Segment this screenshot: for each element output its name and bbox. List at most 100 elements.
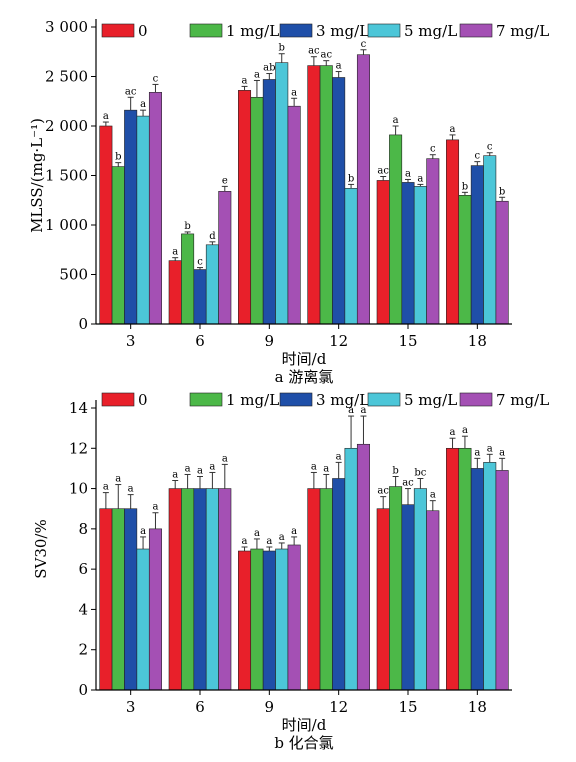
y-axis-label: MLSS/(mg·L⁻¹) bbox=[28, 118, 46, 233]
bar-6-1 bbox=[181, 233, 195, 325]
significance-letter: a bbox=[279, 532, 285, 543]
y-tick-label: 0 bbox=[78, 315, 88, 333]
legend-swatch-0 bbox=[101, 23, 135, 38]
significance-letter: a bbox=[197, 465, 203, 476]
significance-letter: c bbox=[361, 39, 367, 50]
legend-label-4: 7 mg/L bbox=[496, 391, 549, 409]
bar-9-2 bbox=[262, 79, 276, 325]
significance-letter: a bbox=[103, 111, 109, 122]
y-tick-label: 4 bbox=[78, 600, 88, 618]
legend-swatch-4 bbox=[459, 392, 493, 407]
x-tick-label: 15 bbox=[398, 332, 417, 350]
y-tick-label: 1 000 bbox=[45, 216, 88, 234]
bar-6-2 bbox=[193, 269, 207, 325]
significance-letter: b bbox=[115, 152, 121, 163]
legend-label-3: 5 mg/L bbox=[404, 22, 457, 40]
bar-9-1 bbox=[250, 548, 264, 691]
bar-15-3 bbox=[413, 488, 427, 691]
x-tick-label: 6 bbox=[195, 698, 205, 716]
x-tick-label: 15 bbox=[398, 698, 417, 716]
significance-letter: a bbox=[450, 124, 456, 135]
significance-letter: a bbox=[140, 526, 146, 537]
significance-letter: a bbox=[430, 490, 436, 501]
significance-letter: a bbox=[254, 528, 260, 539]
bar-9-4 bbox=[287, 544, 301, 691]
significance-letter: a bbox=[222, 453, 228, 464]
bar-12-3 bbox=[344, 447, 358, 691]
bar-9-3 bbox=[275, 548, 289, 691]
bar-6-2 bbox=[193, 488, 207, 691]
x-tick-label: 9 bbox=[265, 332, 275, 350]
significance-letter: a bbox=[311, 461, 317, 472]
significance-letter: a bbox=[450, 427, 456, 438]
bar-9-3 bbox=[275, 62, 289, 325]
bar-18-4 bbox=[495, 200, 509, 325]
y-tick-label: 1 500 bbox=[45, 167, 88, 185]
significance-letter: b bbox=[279, 43, 285, 54]
x-axis-label: 时间/d bbox=[282, 350, 327, 368]
y-tick-label: 8 bbox=[78, 520, 88, 538]
significance-letter: a bbox=[242, 536, 248, 547]
x-tick-label: 18 bbox=[468, 698, 487, 716]
bar-15-2 bbox=[401, 182, 415, 325]
bar-12-3 bbox=[344, 188, 358, 325]
bar-12-2 bbox=[332, 77, 346, 325]
significance-letter: a bbox=[209, 461, 215, 472]
y-tick-label: 2 000 bbox=[45, 117, 88, 135]
significance-letter: a bbox=[291, 87, 297, 98]
bar-18-3 bbox=[483, 462, 497, 691]
significance-letter: a bbox=[291, 526, 297, 537]
bar-3-0 bbox=[99, 125, 113, 325]
bar-3-2 bbox=[124, 109, 138, 325]
bar-3-2 bbox=[124, 508, 138, 691]
significance-letter: bc bbox=[414, 468, 426, 479]
chart-panel-a: 0 1 mg/L 3 mg/L 5 mg/L 7 mg/L 0 500 1 000 1 500 2… bbox=[28, 18, 549, 384]
legend-label-4: 7 mg/L bbox=[496, 22, 549, 40]
bar-12-1 bbox=[319, 488, 333, 691]
bar-18-1 bbox=[458, 195, 472, 325]
legend-swatch-0 bbox=[101, 392, 135, 407]
y-tick-label: 14 bbox=[69, 399, 88, 417]
bar-15-4 bbox=[426, 510, 440, 691]
significance-letter: b bbox=[348, 173, 354, 184]
significance-letter: b bbox=[184, 221, 190, 232]
significance-letter: a bbox=[474, 447, 480, 458]
significance-letter: e bbox=[222, 175, 228, 186]
significance-letter: ac bbox=[320, 50, 332, 61]
bar-3-1 bbox=[111, 508, 125, 691]
bar-15-0 bbox=[376, 508, 390, 691]
legend: 0 1 mg/L 3 mg/L 5 mg/L 7 mg/L bbox=[101, 391, 549, 409]
legend-swatch-4 bbox=[459, 23, 493, 38]
bar-18-2 bbox=[470, 165, 484, 325]
y-tick-label: 2 bbox=[78, 641, 88, 659]
significance-letter: c bbox=[430, 144, 436, 155]
bar-15-2 bbox=[401, 504, 415, 691]
significance-letter: a bbox=[405, 168, 411, 179]
bar-9-2 bbox=[262, 550, 276, 691]
significance-letter: a bbox=[254, 69, 260, 80]
bar-12-0 bbox=[307, 488, 321, 691]
bar-6-1 bbox=[181, 488, 195, 691]
bar-12-0 bbox=[307, 65, 321, 325]
y-tick-label: 500 bbox=[59, 266, 88, 284]
bar-12-4 bbox=[356, 54, 370, 325]
legend-swatch-3 bbox=[367, 23, 401, 38]
significance-letter: a bbox=[336, 61, 342, 72]
chart-subtitle: b 化合氯 bbox=[274, 734, 333, 752]
significance-letter: a bbox=[360, 405, 366, 416]
y-tick-label: 3 000 bbox=[45, 18, 88, 36]
y-tick-label: 6 bbox=[78, 560, 88, 578]
x-tick-label: 3 bbox=[126, 332, 136, 350]
bar-15-0 bbox=[376, 180, 390, 325]
significance-letter: a bbox=[140, 99, 146, 110]
legend: 0 1 mg/L 3 mg/L 5 mg/L 7 mg/L bbox=[101, 22, 549, 40]
bar-18-3 bbox=[483, 155, 497, 325]
significance-letter: c bbox=[475, 151, 481, 162]
significance-letter: b bbox=[462, 181, 468, 192]
significance-letter: a bbox=[348, 405, 354, 416]
bar-15-1 bbox=[389, 134, 403, 325]
x-axis-label: 时间/d bbox=[282, 716, 327, 734]
legend-swatch-1 bbox=[189, 23, 223, 38]
legend-label-0: 0 bbox=[138, 391, 148, 409]
bar-18-0 bbox=[446, 447, 460, 691]
